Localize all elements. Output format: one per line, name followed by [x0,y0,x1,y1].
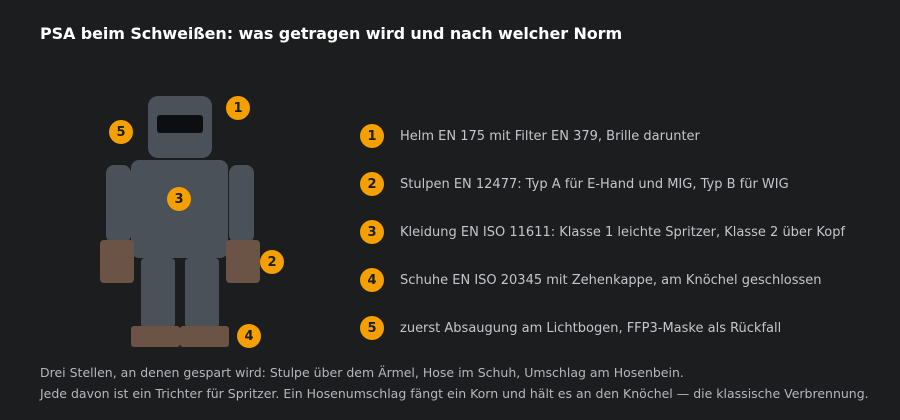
legend-item: 1 Helm EN 175 mit Filter EN 379, Brille … [360,112,880,160]
left-boot [131,326,180,347]
legend-text: Kleidung EN ISO 11611: Klasse 1 leichte … [400,224,846,240]
footer-line-1: Drei Stellen, an denen gespart wird: Stu… [40,365,684,380]
left-arm [106,165,131,243]
legend-list: 1 Helm EN 175 mit Filter EN 379, Brille … [360,112,880,352]
legend-text: Stulpen EN 12477: Typ A für E-Hand und M… [400,176,789,192]
legend-text: Schuhe EN ISO 20345 mit Zehenkappe, am K… [400,272,822,288]
legend-text: zuerst Absaugung am Lichtbogen, FFP3-Mas… [400,320,782,336]
legend-item: 3 Kleidung EN ISO 11611: Klasse 1 leicht… [360,208,880,256]
legend-item: 2 Stulpen EN 12477: Typ A für E-Hand und… [360,160,880,208]
footer-note: Drei Stellen, an denen gespart wird: Stu… [40,362,869,404]
right-boot [180,326,229,347]
welder-figure: 1 5 3 2 4 [0,0,340,360]
legend-item: 4 Schuhe EN ISO 20345 mit Zehenkappe, am… [360,256,880,304]
legend-number-badge: 3 [360,220,384,244]
marker-1: 1 [226,96,250,120]
right-arm [229,165,254,243]
legend-text: Helm EN 175 mit Filter EN 379, Brille da… [400,128,700,144]
right-glove [226,240,260,283]
legend-number-badge: 4 [360,268,384,292]
legend-item: 5 zuerst Absaugung am Lichtbogen, FFP3-M… [360,304,880,352]
footer-line-2: Jede davon ist ein Trichter für Spritzer… [40,386,869,401]
marker-5: 5 [109,120,133,144]
helmet-visor [157,115,203,133]
marker-4: 4 [237,324,261,348]
legend-number-badge: 5 [360,316,384,340]
legend-number-badge: 1 [360,124,384,148]
left-glove [100,240,134,283]
legend-number-badge: 2 [360,172,384,196]
right-leg [185,258,219,328]
page-title: PSA beim Schweißen: was getragen wird un… [40,24,623,43]
marker-2: 2 [260,250,284,274]
left-leg [141,258,175,328]
marker-3: 3 [167,187,191,211]
